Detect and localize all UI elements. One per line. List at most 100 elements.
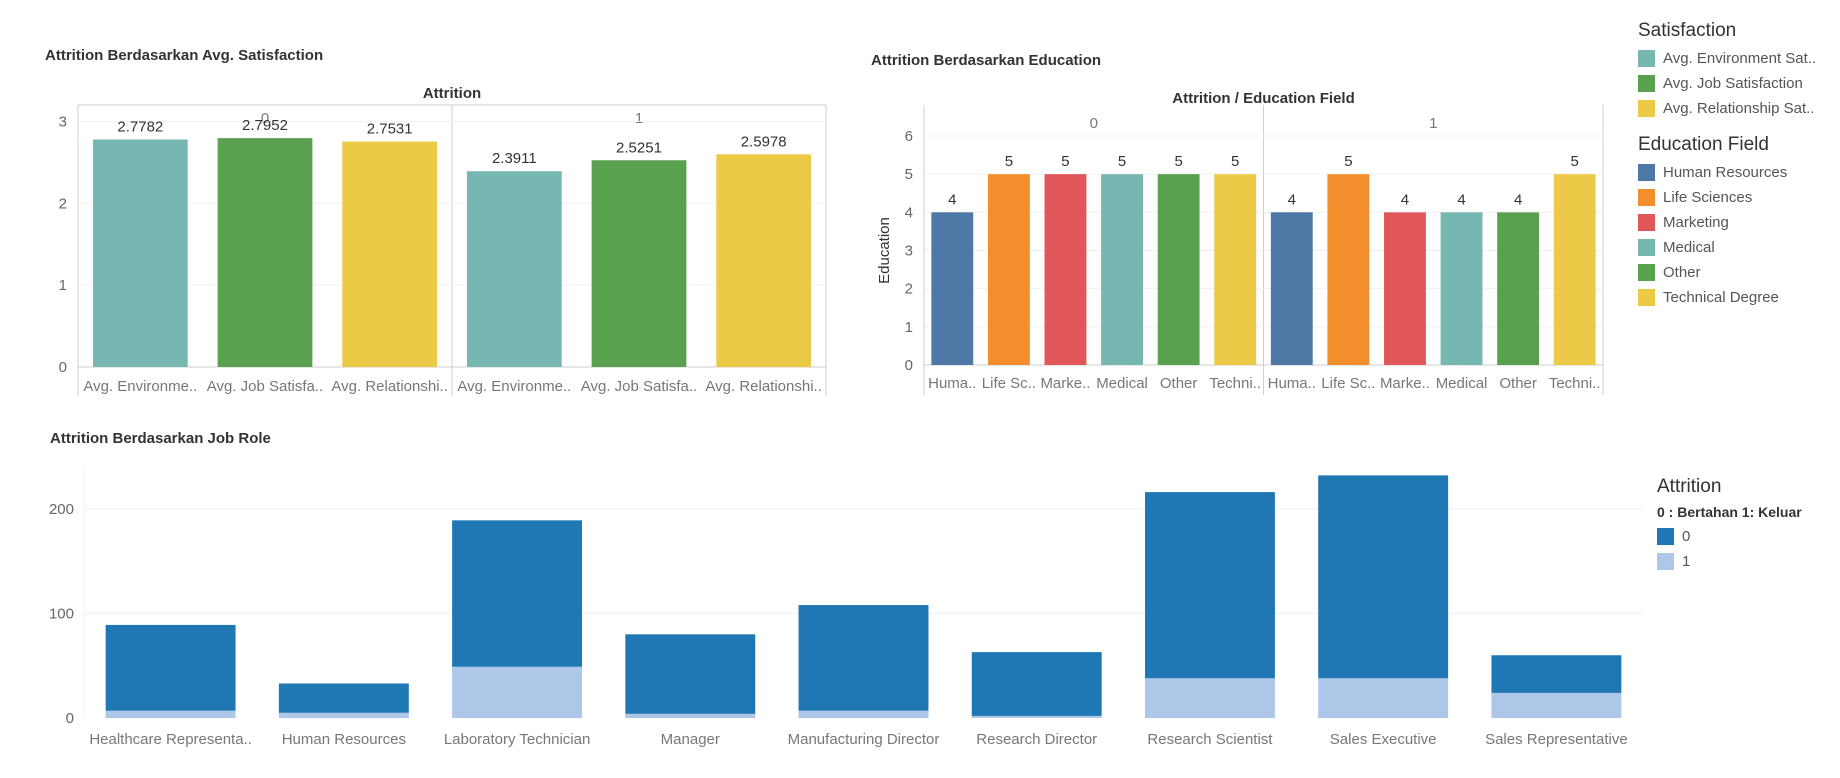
education-legend-item[interactable]: Marketing bbox=[1638, 210, 1787, 235]
edu-bar bbox=[1157, 174, 1200, 365]
attrition-legend-swatch bbox=[1657, 528, 1674, 545]
education-legend-label: Human Resources bbox=[1663, 164, 1788, 181]
edu-panel-label-0: 0 bbox=[1090, 115, 1098, 132]
role-category-label: Healthcare Representa.. bbox=[89, 731, 252, 748]
role-bar-1 bbox=[1491, 692, 1622, 718]
role-y-tick: 100 bbox=[49, 605, 74, 622]
education-legend-item[interactable]: Medical bbox=[1638, 235, 1787, 260]
satisfaction-legend-item[interactable]: Avg. Environment Sat.. bbox=[1638, 46, 1816, 71]
education-legend-swatch bbox=[1638, 264, 1655, 281]
education-legend-item[interactable]: Life Sciences bbox=[1638, 185, 1787, 210]
edu-data-label: 5 bbox=[1344, 153, 1352, 170]
role-bar-0 bbox=[452, 520, 583, 667]
education-legend-label: Technical Degree bbox=[1663, 289, 1779, 306]
role-bar-0 bbox=[1318, 475, 1449, 679]
edu-bar bbox=[1553, 174, 1596, 365]
attrition-legend-title: Attrition bbox=[1657, 476, 1722, 497]
edu-category-label: Marke.. bbox=[1380, 375, 1430, 392]
role-bar-0 bbox=[798, 605, 929, 711]
edu-y-tick: 1 bbox=[905, 319, 913, 336]
edu-category-label: Life Sc.. bbox=[1321, 375, 1375, 392]
sat-data-label: 2.7782 bbox=[117, 119, 163, 136]
edu-bar bbox=[1440, 212, 1483, 365]
edu-bar bbox=[1497, 212, 1540, 365]
satisfaction-legend-label: Avg. Relationship Sat.. bbox=[1663, 100, 1815, 117]
edu-data-label: 5 bbox=[1231, 153, 1239, 170]
job-role-chart: 0 100 200 Healthcare Representa.. Human Reso… bbox=[49, 467, 1643, 748]
edu-bar bbox=[1327, 174, 1370, 365]
role-bar-1 bbox=[105, 710, 236, 718]
chart3-title: Attrition Berdasarkan Job Role bbox=[50, 430, 271, 447]
role-bar-1 bbox=[452, 666, 583, 718]
edu-bar bbox=[1384, 212, 1426, 365]
edu-y-tick: 4 bbox=[905, 204, 913, 221]
role-y-tick: 200 bbox=[49, 501, 74, 518]
education-legend-item[interactable]: Human Resources bbox=[1638, 160, 1787, 185]
edu-y-tick: 5 bbox=[905, 166, 913, 183]
edu-y-tick: 0 bbox=[905, 357, 913, 374]
edu-category-label: Life Sc.. bbox=[982, 375, 1036, 392]
role-category-label: Human Resources bbox=[282, 731, 406, 748]
sat-category-label: Avg. Job Satisfa.. bbox=[207, 378, 323, 395]
edu-panel-label-1: 1 bbox=[1429, 115, 1437, 132]
role-bar-1 bbox=[625, 713, 756, 718]
satisfaction-legend-item[interactable]: Avg. Relationship Sat.. bbox=[1638, 96, 1816, 121]
edu-bar bbox=[1270, 212, 1313, 365]
sat-category-label: Avg. Relationshi.. bbox=[331, 378, 447, 395]
satisfaction-legend-swatch bbox=[1638, 75, 1655, 92]
edu-bar bbox=[1101, 174, 1143, 365]
satisfaction-legend-swatch bbox=[1638, 100, 1655, 117]
sat-bar bbox=[217, 138, 313, 367]
role-bar-0 bbox=[971, 652, 1102, 716]
attrition-legend-item[interactable]: 1 bbox=[1657, 549, 1802, 574]
edu-bar bbox=[1044, 174, 1087, 365]
sat-panel-header: Attrition bbox=[423, 85, 481, 102]
sat-y-tick: 3 bbox=[59, 113, 67, 130]
edu-data-label: 5 bbox=[1174, 153, 1182, 170]
edu-category-label: Other bbox=[1160, 375, 1198, 392]
education-chart: Attrition / Education Field 0 1 0 1 2 3 4 5 6 Educ… bbox=[876, 90, 1604, 395]
edu-y-tick: 2 bbox=[905, 281, 913, 298]
attrition-legend-label: 0 bbox=[1682, 528, 1691, 545]
sat-data-label: 2.5978 bbox=[741, 133, 787, 150]
role-bar-1 bbox=[971, 715, 1102, 718]
sat-data-label: 2.7952 bbox=[242, 117, 288, 134]
education-legend-swatch bbox=[1638, 239, 1655, 256]
attrition-legend-item[interactable]: 0 bbox=[1657, 524, 1802, 549]
edu-category-label: Techni.. bbox=[1549, 375, 1601, 392]
edu-bar bbox=[987, 174, 1030, 365]
role-category-label: Sales Executive bbox=[1330, 731, 1437, 748]
education-legend-label: Marketing bbox=[1663, 214, 1729, 231]
edu-data-label: 4 bbox=[1457, 191, 1465, 208]
satisfaction-legend-title: Satisfaction bbox=[1638, 20, 1737, 41]
edu-data-label: 4 bbox=[1401, 191, 1409, 208]
attrition-legend-label: 1 bbox=[1682, 553, 1691, 570]
sat-y-tick: 0 bbox=[59, 359, 67, 376]
role-y-tick: 0 bbox=[66, 710, 74, 727]
education-legend: Education Field Human Resources Life Scie… bbox=[1638, 134, 1787, 310]
satisfaction-legend-label: Avg. Environment Sat.. bbox=[1663, 50, 1817, 67]
satisfaction-legend-item[interactable]: Avg. Job Satisfaction bbox=[1638, 71, 1816, 96]
edu-data-label: 5 bbox=[1061, 153, 1069, 170]
role-category-label: Sales Representative bbox=[1485, 731, 1628, 748]
sat-data-label: 2.7531 bbox=[367, 121, 413, 138]
education-legend-label: Medical bbox=[1663, 239, 1715, 256]
role-bar-0 bbox=[1491, 655, 1622, 693]
role-category-label: Manufacturing Director bbox=[788, 731, 940, 748]
satisfaction-legend-label: Avg. Job Satisfaction bbox=[1663, 75, 1803, 92]
attrition-legend-subtitle: 0 : Bertahan 1: Keluar bbox=[1657, 504, 1802, 520]
edu-y-tick: 3 bbox=[905, 243, 913, 260]
education-legend-swatch bbox=[1638, 289, 1655, 306]
edu-y-label: Education bbox=[876, 217, 893, 284]
education-legend-label: Life Sciences bbox=[1663, 189, 1753, 206]
role-category-label: Laboratory Technician bbox=[444, 731, 590, 748]
education-legend-item[interactable]: Other bbox=[1638, 260, 1787, 285]
satisfaction-legend: Satisfaction Avg. Environment Sat.. Avg. … bbox=[1638, 20, 1816, 121]
sat-data-label: 2.3911 bbox=[492, 150, 537, 167]
edu-category-label: Huma.. bbox=[928, 375, 976, 392]
role-bar-0 bbox=[278, 683, 409, 713]
education-legend-title: Education Field bbox=[1638, 134, 1769, 155]
education-legend-item[interactable]: Technical Degree bbox=[1638, 285, 1787, 310]
edu-category-label: Techni.. bbox=[1209, 375, 1261, 392]
sat-y-tick: 2 bbox=[59, 195, 67, 212]
